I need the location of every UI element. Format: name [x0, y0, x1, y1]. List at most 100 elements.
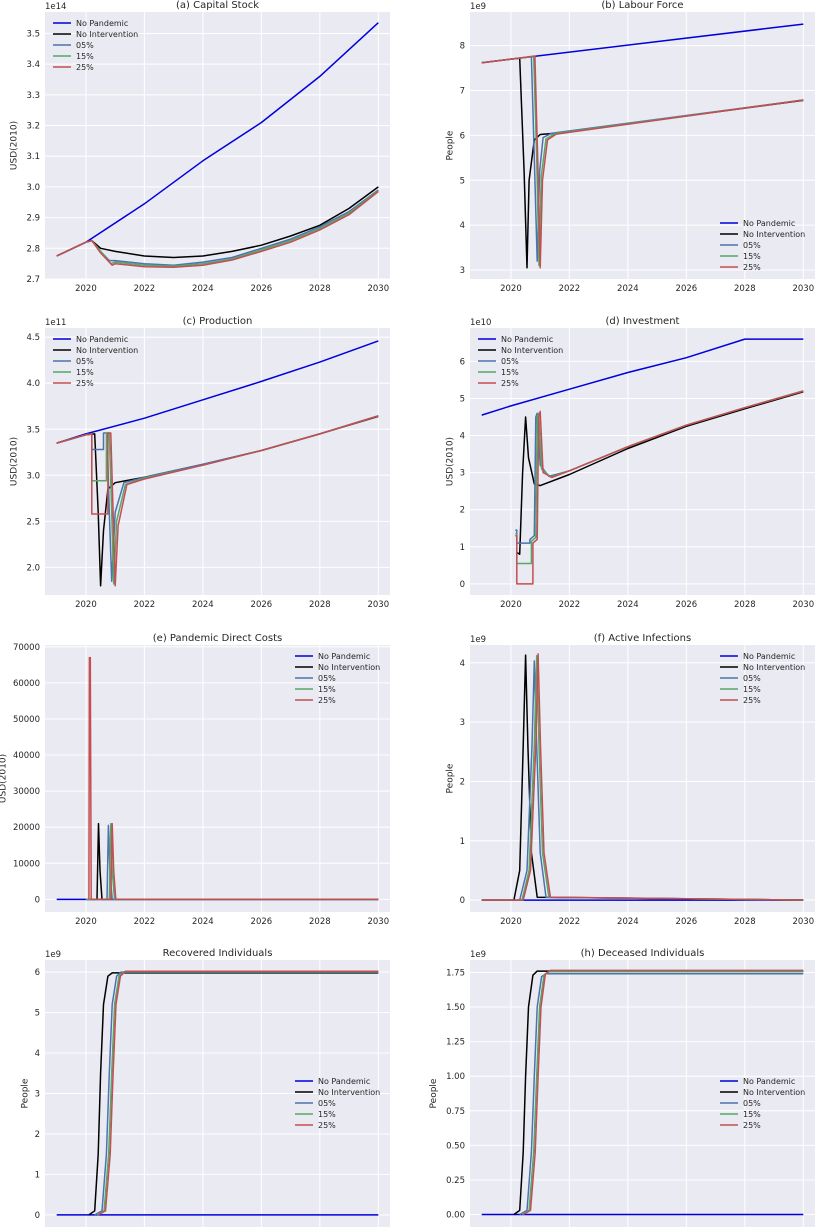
x-tick-label: 2026 [251, 600, 273, 610]
legend-label: 15% [318, 685, 336, 694]
legend-label: 15% [76, 52, 94, 61]
y-tick-label: 20000 [13, 823, 40, 833]
legend-label: No Intervention [743, 230, 805, 239]
x-tick-label: 2024 [617, 600, 639, 610]
chart-title: (a) Capital Stock [176, 0, 259, 11]
legend-label: 05% [743, 674, 761, 683]
y-tick-label: 0.75 [446, 1107, 465, 1117]
y-tick-label: 4.0 [26, 379, 40, 389]
x-tick-label: 2026 [676, 284, 698, 294]
legend: No Pandemic No Intervention 05% 15% 25% [295, 652, 380, 705]
legend-label: No Pandemic [318, 652, 370, 661]
x-tick-label: 2028 [309, 917, 331, 927]
x-tick-label: 2030 [367, 284, 389, 294]
legend-label: 15% [501, 368, 519, 377]
y-tick-label: 30000 [13, 787, 40, 797]
legend-label: No Pandemic [76, 335, 128, 344]
legend-label: No Pandemic [743, 1077, 795, 1086]
y-tick-label: 1.00 [446, 1072, 465, 1082]
y-tick-label: 8 [460, 42, 465, 52]
series-line-25 [88, 656, 379, 901]
y-tick-label: 3 [460, 469, 465, 479]
axis-multiplier: 1e11 [45, 318, 66, 328]
y-tick-label: 4 [35, 1049, 40, 1059]
y-tick-label: 3 [460, 266, 465, 276]
y-tick-label: 2.0 [26, 563, 40, 573]
series-line-no-intervention [88, 972, 379, 1216]
y-tick-label: 3.5 [26, 425, 40, 435]
legend-label: No Pandemic [76, 19, 128, 28]
x-tick-label: 2022 [559, 284, 581, 294]
x-tick-label: 2030 [792, 917, 814, 927]
y-tick-label: 4.5 [26, 333, 40, 343]
series-line-25 [481, 653, 804, 901]
y-tick-label: 60000 [13, 679, 40, 689]
x-tick-label: 2026 [251, 917, 273, 927]
chart-panel-7: 2020202220242026202820300123456Recovered… [21, 948, 390, 1227]
series-group [56, 22, 379, 269]
legend-label: 05% [76, 357, 94, 366]
series-group [481, 969, 804, 1216]
y-tick-label: 3.3 [26, 91, 40, 101]
y-tick-label: 1.25 [446, 1038, 465, 1048]
chart-title: (f) Active Infections [594, 633, 691, 644]
chart-panel-3: 2020 2022 2024 2026 2028 2030 2.0 2.5 3.0 3.5 4.0 4… [10, 316, 390, 610]
y-tick-label: 2.9 [26, 214, 40, 224]
series-group [56, 656, 379, 901]
y-tick-label: 2 [35, 1130, 40, 1140]
legend-label: No Pandemic [318, 1077, 370, 1086]
chart-panel-4: 2020 2022 2024 2026 2028 2030 0 1 2 3 4 5 6 (d) Inves… [446, 316, 815, 610]
y-tick-label: 4 [460, 432, 465, 442]
series-line-25 [56, 415, 379, 587]
x-tick-label: 2024 [192, 917, 214, 927]
axis-multiplier: 1e9 [470, 950, 486, 960]
chart-panel-6: 2020 2022 2024 2026 2028 2030 0 1 2 3 4 (f) Active … [446, 633, 815, 927]
legend-label: 05% [318, 1099, 336, 1108]
legend-label: 05% [76, 41, 94, 50]
axis-multiplier: 1e10 [470, 318, 491, 328]
legend-label: 05% [743, 241, 761, 250]
legend-label: No Intervention [743, 1088, 805, 1097]
y-axis-label: People [446, 130, 456, 160]
y-tick-label: 1 [460, 837, 465, 847]
legend-label: 25% [743, 696, 761, 705]
legend-label: No Pandemic [743, 652, 795, 661]
x-tick-label: 2022 [134, 284, 156, 294]
legend-label: 05% [743, 1099, 761, 1108]
y-tick-label: 5 [460, 176, 465, 186]
series-group [481, 653, 804, 901]
x-tick-label: 2020 [75, 917, 97, 927]
y-tick-label: 2.8 [26, 244, 40, 254]
y-tick-label: 4 [460, 221, 465, 231]
axis-multiplier: 1e9 [470, 2, 486, 12]
y-axis-label: People [446, 763, 456, 793]
y-tick-label: 2 [460, 777, 465, 787]
legend-label: 25% [76, 63, 94, 72]
legend-label: 25% [76, 379, 94, 388]
series-line-no-intervention [481, 654, 804, 901]
series-line-25 [56, 190, 379, 269]
series-line-no-pandemic [481, 338, 804, 416]
legend-label: No Intervention [76, 30, 138, 39]
y-tick-label: 40000 [13, 751, 40, 761]
y-tick-label: 1 [35, 1170, 40, 1180]
x-tick-label: 2030 [367, 917, 389, 927]
x-tick-label: 2022 [134, 917, 156, 927]
series-line-no-pandemic [56, 340, 379, 444]
x-tick-label: 2026 [251, 284, 273, 294]
x-tick-label: 2022 [559, 600, 581, 610]
chart-panel-2: 2020 2022 2024 2026 2028 2030 3 4 5 6 7 8 (b) Labour… [446, 0, 815, 294]
plot-area [470, 328, 815, 595]
x-tick-label: 2024 [192, 284, 214, 294]
y-tick-label: 0 [460, 580, 465, 590]
legend: No Pandemic No Intervention 05% 15% 25% [295, 1077, 380, 1130]
series-group [481, 338, 804, 585]
y-tick-label: 10000 [13, 859, 40, 869]
x-tick-label: 2028 [309, 600, 331, 610]
legend-label: 25% [318, 1121, 336, 1130]
y-tick-label: 4 [460, 659, 465, 669]
x-tick-label: 2024 [192, 600, 214, 610]
x-tick-label: 2026 [676, 917, 698, 927]
legend-label: 15% [318, 1110, 336, 1119]
x-tick-label: 2020 [500, 917, 522, 927]
